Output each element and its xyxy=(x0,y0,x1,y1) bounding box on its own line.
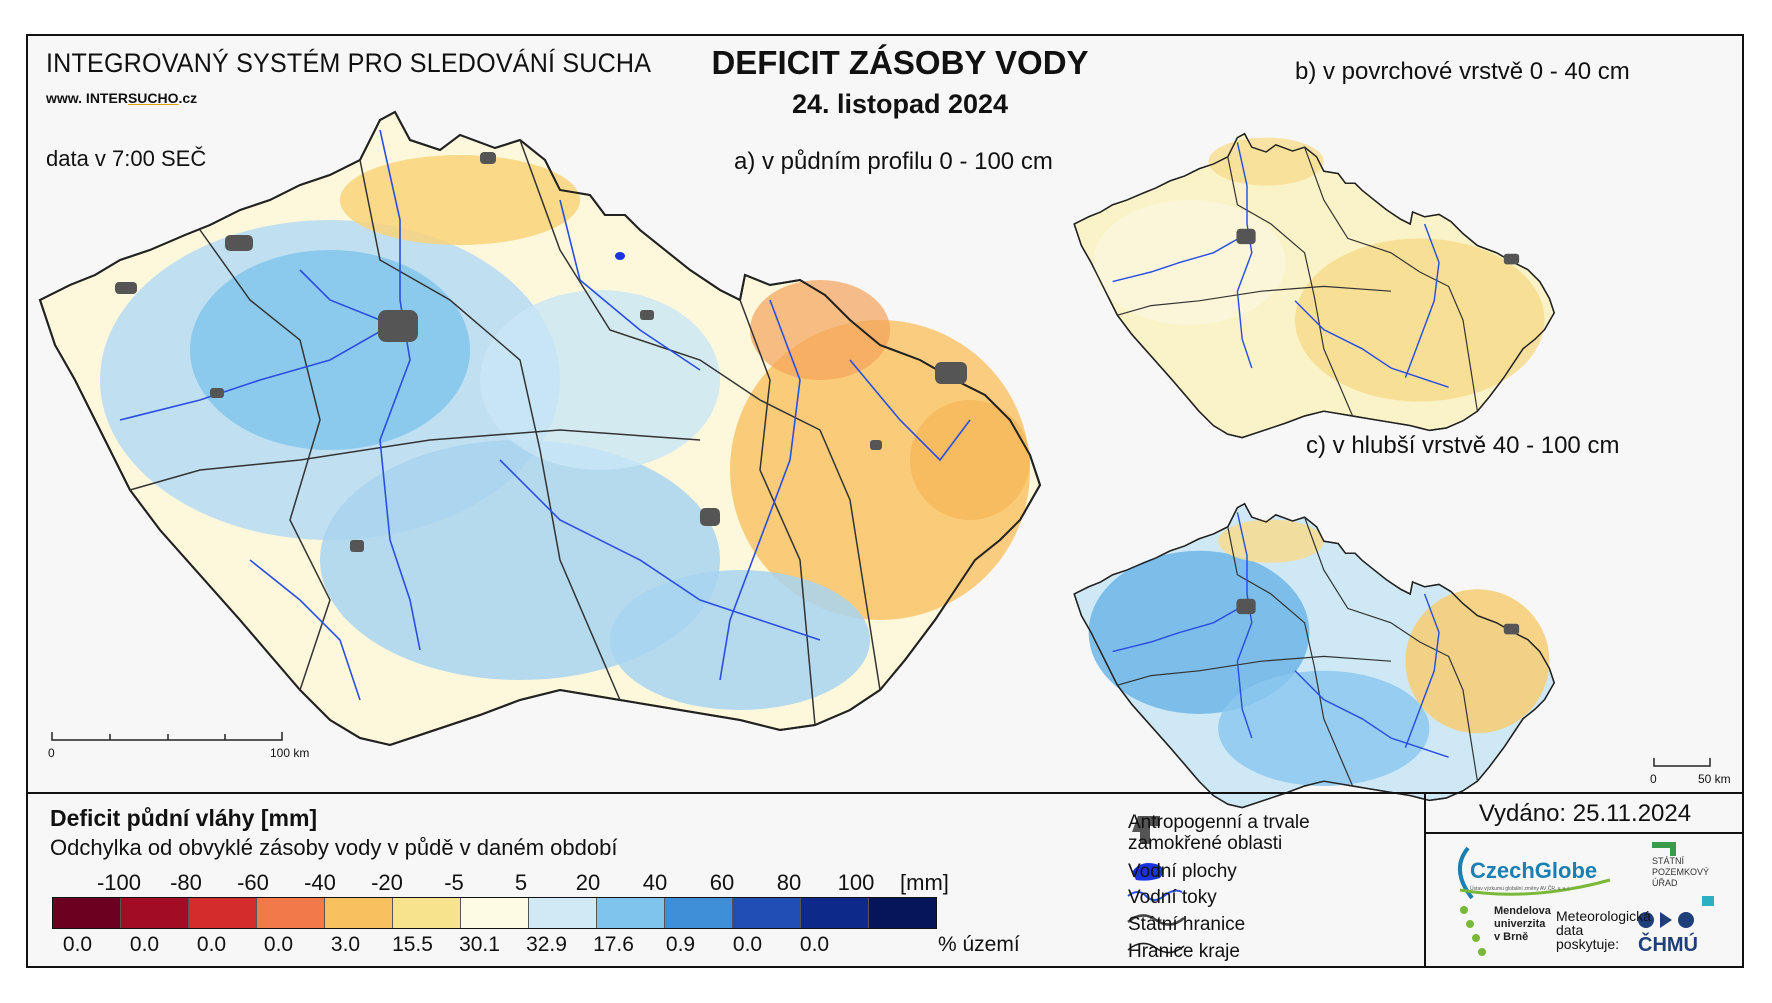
scale-main-end: 100 km xyxy=(270,746,310,760)
mendelu-line-3: v Brně xyxy=(1494,931,1529,943)
legend-color-cell xyxy=(189,898,257,928)
footer-divider-horizontal xyxy=(1424,832,1744,834)
meteo-provider-text: Meteorologická data poskytuje: xyxy=(1556,909,1651,951)
data-time: data v 7:00 SEČ xyxy=(46,146,207,171)
mendelu-line-1: Mendelova xyxy=(1494,905,1551,917)
legend-color-cell xyxy=(461,898,529,928)
scale-bar-main xyxy=(51,732,283,741)
legend-percentage: 0.0 xyxy=(732,933,763,956)
legend-percentage: 15.5 xyxy=(392,933,433,956)
main-date: 24. listopad 2024 xyxy=(791,89,1009,119)
meteo-line-2: data xyxy=(1556,922,1584,938)
legend-percentage: 0.9 xyxy=(665,933,696,956)
scale-small-start: 0 xyxy=(1650,772,1657,786)
legend-percentage: 0.0 xyxy=(129,933,160,956)
czechglobe-logo xyxy=(1458,846,1611,900)
map-a-label: a) v půdním profilu 0 - 100 cm xyxy=(734,148,1053,175)
spu-line-1: STÁTNÍ xyxy=(1652,856,1685,866)
legend-threshold: -40 xyxy=(304,870,336,895)
legend-percentage: 0.0 xyxy=(196,933,227,956)
legend-percentage: 17.6 xyxy=(593,933,634,956)
legend-percentage: 0.0 xyxy=(799,933,830,956)
legend-threshold: 5 xyxy=(514,870,528,895)
legend-subtitle: Odchylka od obvyklé zásoby vody v půdě v… xyxy=(50,835,618,860)
legend-color-cell xyxy=(733,898,801,928)
website-suffix: .cz xyxy=(178,90,198,106)
legend-percentage: 32.9 xyxy=(526,933,567,956)
legend-title: Deficit půdní vláhy [mm] xyxy=(50,805,318,831)
region-border-symbol xyxy=(1127,942,1185,954)
legend-color-cell xyxy=(597,898,665,928)
issued-date: Vydáno: 25.11.2024 xyxy=(1478,800,1692,827)
percent-label: % území xyxy=(938,933,1020,956)
spu-logo xyxy=(1652,842,1714,906)
legend-color-cell xyxy=(53,898,121,928)
scale-small-end: 50 km xyxy=(1698,772,1731,786)
legend-threshold: -60 xyxy=(237,870,269,895)
map-c-label: c) v hlubší vrstvě 40 - 100 cm xyxy=(1306,432,1620,459)
map-b-surface xyxy=(1073,133,1555,439)
legend-color-cell xyxy=(325,898,393,928)
meteo-line-3: poskytuje: xyxy=(1556,936,1620,952)
legend-symbols xyxy=(1127,816,1185,954)
website-link[interactable]: www. INTERSUCHO.cz xyxy=(46,90,197,106)
legend-threshold: 20 xyxy=(575,870,601,895)
anthropogenic-symbol xyxy=(1132,816,1160,844)
legend-color-cell xyxy=(869,898,936,928)
czechglobe-name: CzechGlobe xyxy=(1470,858,1598,883)
river-symbol xyxy=(1127,889,1183,901)
region-border-label: Hranice kraje xyxy=(1128,941,1240,962)
legend-percentage: 0.0 xyxy=(263,933,294,956)
legend-color-cell xyxy=(257,898,325,928)
legend-color-cell xyxy=(801,898,869,928)
legend-color-bar xyxy=(52,897,937,929)
spu-line-2: POZEMKOVÝ xyxy=(1652,867,1710,877)
anthropogenic-label-2: zamokřené oblasti xyxy=(1128,833,1283,854)
map-a-main xyxy=(39,111,1041,746)
mendelu-line-2: univerzita xyxy=(1494,918,1546,930)
mendelu-logo xyxy=(1460,906,1486,956)
state-border-label: Státní hranice xyxy=(1128,914,1246,935)
footer-divider-vertical xyxy=(1424,792,1426,968)
legend-percentage: 3.0 xyxy=(330,933,361,956)
system-title: INTEGROVANÝ SYSTÉM PRO SLEDOVÁNÍ SUCHA xyxy=(46,48,652,78)
legend-threshold: -5 xyxy=(444,870,464,895)
mendelu-text: Mendelova univerzita v Brně xyxy=(1494,905,1551,944)
legend-color-cell xyxy=(393,898,461,928)
chmu-logo xyxy=(1638,912,1694,928)
legend-threshold: 40 xyxy=(642,870,668,895)
legend-threshold: -100 xyxy=(96,870,142,895)
legend-threshold: 100 xyxy=(837,870,875,895)
scale-bar-small xyxy=(1653,758,1711,767)
legend-divider xyxy=(26,792,1744,794)
chmu-name: ČHMÚ xyxy=(1638,934,1698,956)
spu-text: STÁTNÍ POZEMKOVÝ ÚŘAD xyxy=(1652,856,1709,889)
legend-threshold: -80 xyxy=(170,870,202,895)
spu-line-3: ÚŘAD xyxy=(1652,878,1678,888)
scale-main-start: 0 xyxy=(48,746,55,760)
website-prefix: www. INTER xyxy=(46,90,128,106)
czechglobe-subtitle: Ústav výzkumu globální změny AV ČR, v. v… xyxy=(1470,886,1571,892)
map-c-deep xyxy=(1073,503,1555,809)
legend-threshold: 80 xyxy=(776,870,802,895)
main-title: DEFICIT ZÁSOBY VODY xyxy=(711,44,1089,81)
water-body-symbol xyxy=(1132,863,1164,881)
anthropogenic-label-1: Antropogenní a trvale xyxy=(1128,812,1310,833)
map-b-label: b) v povrchové vrstvě 0 - 40 cm xyxy=(1295,58,1630,85)
rivers-label: Vodní toky xyxy=(1128,887,1217,908)
legend-threshold: 60 xyxy=(709,870,735,895)
state-border-symbol xyxy=(1127,914,1185,926)
legend-unit: [mm] xyxy=(900,870,949,895)
website-brand: SUCHO xyxy=(127,90,179,106)
legend-color-cell xyxy=(121,898,189,928)
legend-color-cell xyxy=(529,898,597,928)
legend-percentage: 30.1 xyxy=(459,933,500,956)
meteo-line-1: Meteorologická xyxy=(1556,908,1651,924)
water-bodies-label: Vodní plochy xyxy=(1128,861,1237,882)
legend-color-cell xyxy=(665,898,733,928)
legend-percentage: 0.0 xyxy=(62,933,93,956)
legend-thresholds: -100 -80 -60 -40 -20 -5 5 20 40 60 80 100 xyxy=(50,870,950,896)
legend-threshold: -20 xyxy=(371,870,403,895)
